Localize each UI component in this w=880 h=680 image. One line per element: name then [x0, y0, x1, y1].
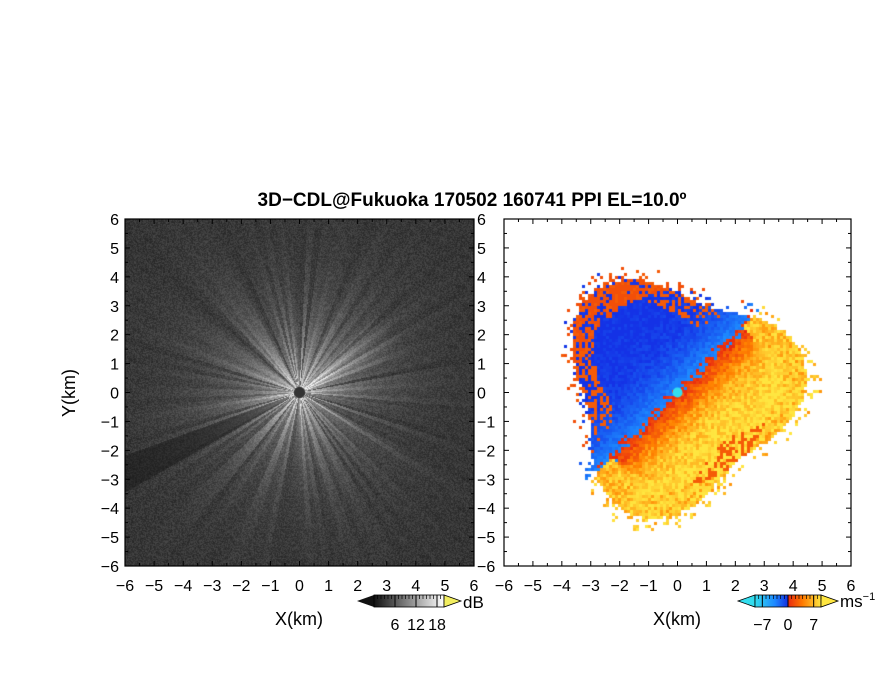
snr-x-tick-label: 4	[411, 578, 420, 595]
snr-x-tick-label: 5	[440, 578, 449, 595]
doppler-colorbar-unit-exponent: −1	[863, 591, 876, 603]
snr-y-axis-label: Y(km)	[59, 369, 79, 417]
doppler-x-tick-label: 4	[789, 578, 798, 595]
snr-colorbar-ticks: 6 12 18	[373, 595, 446, 634]
figure-title: 3D−CDL@Fukuoka 170502 160741 PPI EL=10.0…	[258, 190, 687, 211]
snr-colorbar-unit: dB	[463, 593, 484, 612]
snr-y-tick-label: 2	[110, 328, 119, 345]
snr-x-tick-label: 2	[353, 578, 362, 595]
snr-y-tick-label-right: −2	[477, 443, 495, 460]
snr-y-tick-label-right: −6	[477, 559, 495, 576]
doppler-colorbar-low-arrow	[736, 594, 756, 608]
snr-y-tick-label: −2	[101, 443, 119, 460]
snr-colorbar: 6 12 18 dB	[357, 593, 484, 634]
snr-y-tick-label: −6	[101, 559, 119, 576]
snr-y-tick-label: −1	[101, 414, 119, 431]
doppler-x-tick-labels: −6 −5 −4 −3 −2 −1 0 1 2 3 4 5 6	[495, 578, 856, 595]
doppler-x-tick-label: 5	[818, 578, 827, 595]
snr-x-tick-label: −5	[145, 578, 163, 595]
snr-x-tick-label: −2	[232, 578, 250, 595]
doppler-colorbar-unit: ms−1	[840, 591, 875, 611]
doppler-colorbar: −7 0 7 ms−1	[736, 591, 875, 634]
snr-x-tick-label: −6	[116, 578, 134, 595]
snr-y-tick-label: 1	[110, 357, 119, 374]
doppler-x-tick-label: −4	[553, 578, 571, 595]
doppler-x-tick-label: −1	[639, 578, 657, 595]
snr-x-tick-label: 6	[470, 578, 479, 595]
snr-y-tick-label-right: 4	[477, 270, 486, 287]
snr-y-tick-label: 6	[110, 212, 119, 229]
doppler-colorbar-tick-label: −7	[753, 617, 771, 634]
snr-y-tick-label: −4	[101, 501, 119, 518]
doppler-colorbar-tick-label: 0	[784, 617, 793, 634]
snr-y-tick-label: 4	[110, 270, 119, 287]
snr-colorbar-low-arrow	[357, 595, 374, 607]
doppler-x-tick-label: −5	[524, 578, 542, 595]
doppler-colorbar-tick-label: 7	[809, 617, 818, 634]
doppler-colorbar-high-arrow	[820, 594, 840, 608]
doppler-x-tick-label: 1	[702, 578, 711, 595]
snr-panel: −6 −5 −4 −3 −2 −1 0 1 2 3 4 5 6 6 6 5 5 4 4 3 3 2 2 1 1 0 0 −1 −1 −2…	[59, 212, 495, 629]
snr-y-tick-label-right: −4	[477, 501, 495, 518]
snr-x-tick-label: −4	[174, 578, 192, 595]
snr-y-tick-label: 0	[110, 386, 119, 403]
snr-x-tick-label: −3	[203, 578, 221, 595]
doppler-tick-marks	[503, 218, 852, 567]
snr-y-tick-label-right: 1	[477, 357, 486, 374]
snr-x-tick-labels: −6 −5 −4 −3 −2 −1 0 1 2 3 4 5 6	[116, 578, 479, 595]
snr-y-tick-label-right: 3	[477, 299, 486, 316]
snr-y-tick-label: −3	[101, 472, 119, 489]
snr-x-tick-label: 3	[382, 578, 391, 595]
doppler-x-tick-label: −3	[582, 578, 600, 595]
doppler-x-tick-label: 3	[760, 578, 769, 595]
doppler-heatmap	[504, 219, 851, 566]
doppler-x-tick-label: 0	[673, 578, 682, 595]
snr-y-tick-label-right: −5	[477, 530, 495, 547]
snr-colorbar-tick-label: 6	[391, 617, 400, 634]
doppler-colorbar-unit-base: ms	[840, 592, 863, 611]
snr-y-tick-label-right: 0	[477, 386, 486, 403]
doppler-x-tick-label: 2	[731, 578, 740, 595]
snr-y-tick-label: 5	[110, 241, 119, 258]
snr-y-tick-labels: 6 6 5 5 4 4 3 3 2 2 1 1 0 0 −1 −1 −2 −2 −3 −3 −4 −4 −5 −5 −6 −6	[101, 212, 496, 576]
snr-x-tick-label: 1	[324, 578, 333, 595]
doppler-x-tick-label: −6	[495, 578, 513, 595]
snr-y-tick-label: 3	[110, 299, 119, 316]
snr-x-tick-label: 0	[295, 578, 304, 595]
doppler-x-tick-label: −2	[611, 578, 629, 595]
snr-y-tick-label-right: 2	[477, 328, 486, 345]
snr-colorbar-high-arrow	[443, 594, 463, 608]
snr-colorbar-tick-label: 18	[428, 617, 446, 634]
doppler-panel: −6 −5 −4 −3 −2 −1 0 1 2 3 4 5 6 X(km)	[495, 218, 856, 629]
snr-colorbar-tick-label: 12	[407, 617, 425, 634]
snr-heatmap	[125, 219, 474, 566]
snr-y-tick-label-right: −1	[477, 414, 495, 431]
doppler-x-axis-label: X(km)	[653, 609, 701, 629]
doppler-x-tick-label: 6	[847, 578, 856, 595]
snr-y-tick-label-right: 6	[477, 212, 486, 229]
doppler-colorbar-ticks: −7 0 7	[753, 595, 822, 634]
snr-tick-marks	[124, 218, 475, 567]
snr-x-axis-label: X(km)	[275, 609, 323, 629]
snr-y-tick-label: −5	[101, 530, 119, 547]
snr-y-tick-label-right: 5	[477, 241, 486, 258]
snr-x-tick-label: −1	[261, 578, 279, 595]
snr-y-tick-label-right: −3	[477, 472, 495, 489]
